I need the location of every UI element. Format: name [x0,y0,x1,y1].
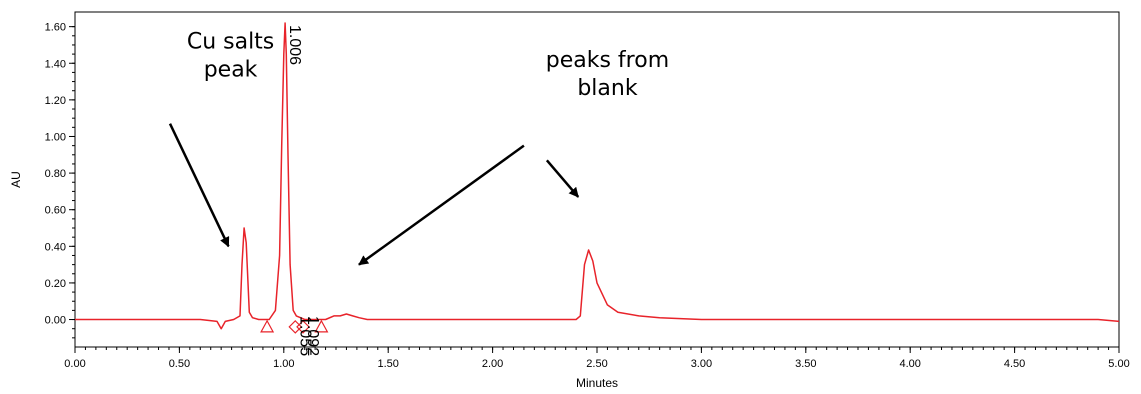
x-tick-label: 1.50 [377,358,398,370]
integration-markers [260,319,329,334]
x-tick-label: 2.00 [482,358,503,370]
annotation-text: peaks from [546,48,669,73]
x-axis: 0.00 0.50 1.00 1.50 2.00 2.50 3.00 3.50 4.00 4.50… [64,347,1130,370]
annotation-text: Cu salts [187,30,274,55]
series-line [75,22,1120,330]
x-tick-label: 4.50 [1004,358,1025,370]
x-tick-label: 0.50 [169,358,190,370]
y-tick-label: 1.00 [45,131,66,143]
annotation-text: blank [577,76,638,101]
y-tick-label: 1.20 [45,95,66,107]
x-tick-label: 5.00 [1108,358,1129,370]
y-axis: 0.00 0.20 0.40 0.60 0.80 1.00 1.20 1.40 1.60 [45,22,75,339]
peak-label: 1.092 [304,316,321,356]
y-tick-label: 0.60 [45,205,66,217]
x-tick-label: 1.00 [273,358,294,370]
y-axis-title: AU [9,171,23,188]
annotation-arrow [358,144,525,266]
annotation-arrow [545,159,580,198]
annotation-text: peak [204,58,258,83]
y-tick-label: 0.40 [45,241,66,253]
diamond-marker [296,320,310,334]
y-tick-label: 1.40 [45,58,66,70]
triangle-marker [260,319,275,333]
peak-label: 1.006 [286,25,303,65]
x-axis-title: Minutes [576,376,618,390]
peak-label: 1.055 [296,316,313,356]
x-tick-label: 2.50 [586,358,607,370]
x-tick-label: 0.00 [64,358,85,370]
x-tick-label: 3.50 [795,358,816,370]
annotation-arrow [168,123,230,248]
triangle-marker [314,319,329,333]
x-tick-label: 4.00 [899,358,920,370]
y-tick-label: 0.20 [45,278,66,290]
y-tick-label: 0.00 [45,315,66,327]
annotations: Cu salts peak peaks from blank [168,30,669,266]
y-tick-label: 1.60 [45,22,66,34]
series-layer [75,22,1120,330]
x-tick-label: 3.00 [691,358,712,370]
y-tick-label: 0.80 [45,168,66,180]
